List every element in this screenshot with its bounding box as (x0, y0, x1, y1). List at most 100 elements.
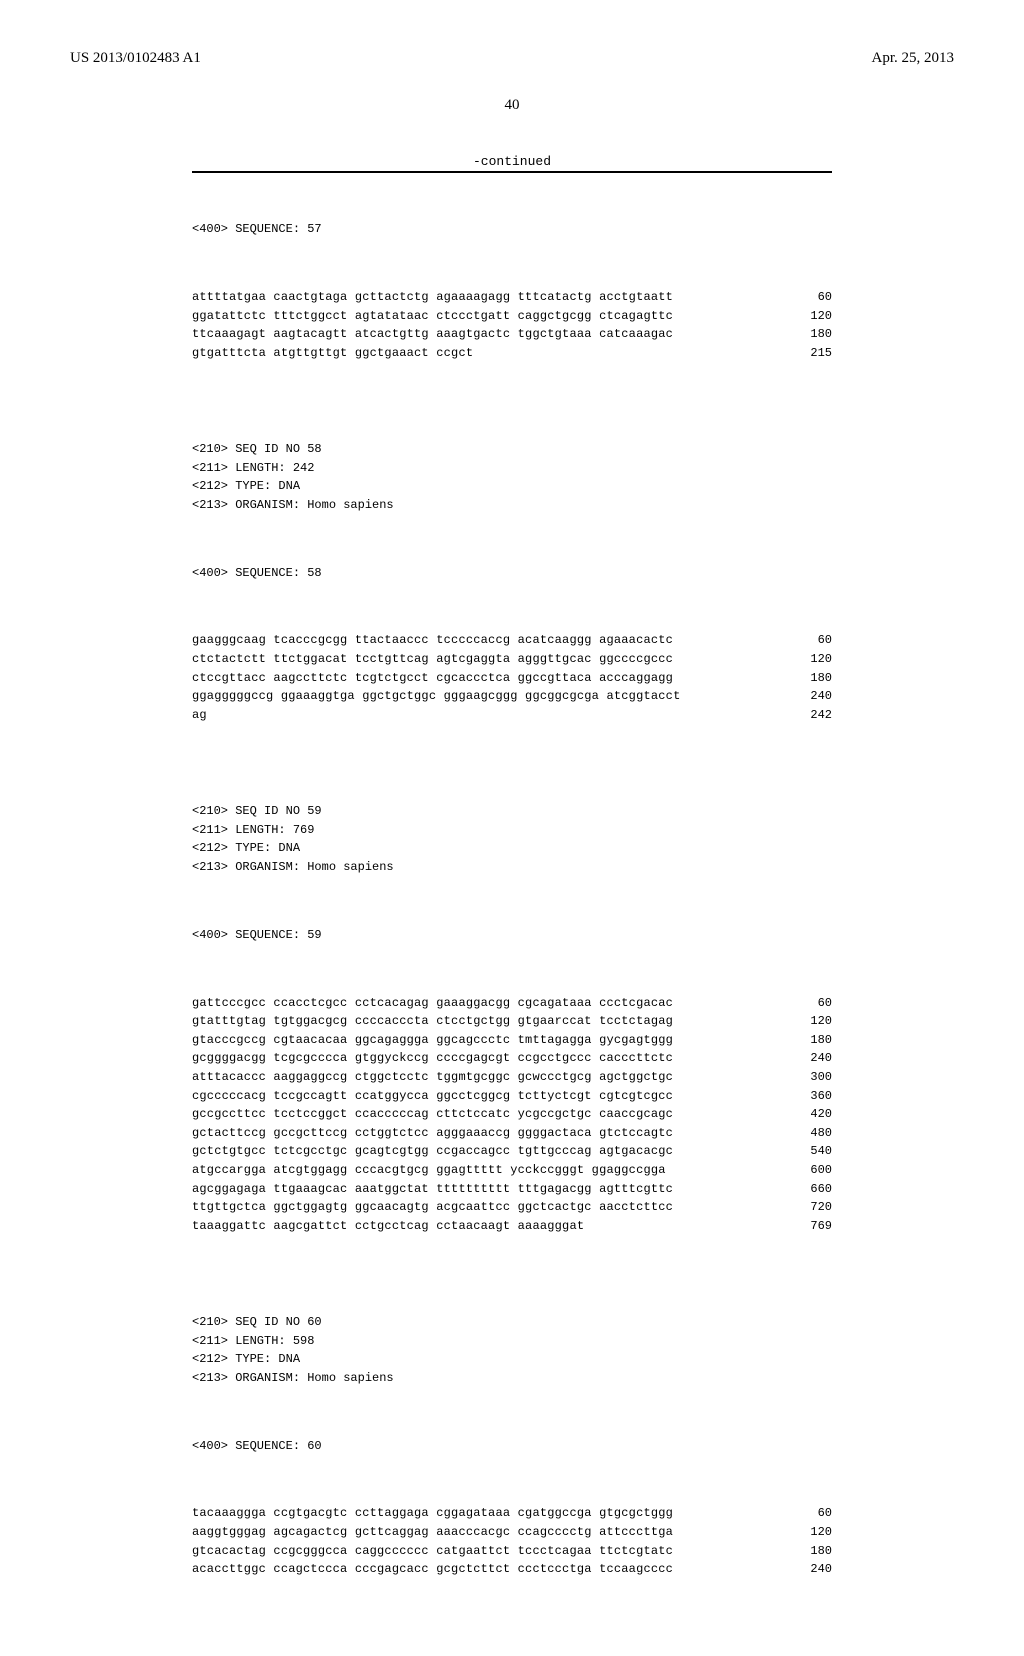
sequence-position: 60 (792, 631, 832, 650)
sequence-line: tacaaaggga ccgtgacgtc ccttaggaga cggagat… (192, 1504, 832, 1523)
sequence-meta: <210> SEQ ID NO 58<211> LENGTH: 242<212>… (192, 440, 832, 514)
sequence-line: aaggtgggag agcagactcg gcttcaggag aaaccca… (192, 1523, 832, 1542)
sequence-text: gaagggcaag tcacccgcgg ttactaaccc tccccca… (192, 631, 673, 650)
divider (192, 171, 832, 173)
sequence-line: ctctactctt ttctggacat tcctgttcag agtcgag… (192, 650, 832, 669)
sequence-position: 242 (792, 706, 832, 725)
publication-number: US 2013/0102483 A1 (70, 50, 201, 67)
patent-header: US 2013/0102483 A1 Apr. 25, 2013 (70, 50, 954, 67)
sequence-text: gccgccttcc tcctccggct ccacccccag cttctcc… (192, 1105, 673, 1124)
sequence-line: acaccttggc ccagctccca cccgagcacc gcgctct… (192, 1560, 832, 1579)
sequence-line: agcggagaga ttgaaagcac aaatggctat ttttttt… (192, 1180, 832, 1199)
sequence-text: attttatgaa caactgtaga gcttactctg agaaaag… (192, 288, 673, 307)
sequence-meta-line: <210> SEQ ID NO 59 (192, 802, 832, 821)
sequence-meta: <210> SEQ ID NO 60<211> LENGTH: 598<212>… (192, 1313, 832, 1387)
sequence-meta-line: <211> LENGTH: 598 (192, 1332, 832, 1351)
sequence-position: 60 (792, 994, 832, 1013)
sequence-text: gtacccgccg cgtaacacaa ggcagaggga ggcagcc… (192, 1031, 673, 1050)
sequence-line: gtatttgtag tgtggacgcg ccccacccta ctcctgc… (192, 1012, 832, 1031)
sequence-line: gattcccgcc ccacctcgcc cctcacagag gaaagga… (192, 994, 832, 1013)
sequence-line: gctctgtgcc tctcgcctgc gcagtcgtgg ccgacca… (192, 1142, 832, 1161)
sequence-position: 300 (792, 1068, 832, 1087)
sequence-line: ag 242 (192, 706, 832, 725)
sequence-line: gccgccttcc tcctccggct ccacccccag cttctcc… (192, 1105, 832, 1124)
sequence-line: gcggggacgg tcgcgcccca gtggyckccg ccccgag… (192, 1049, 832, 1068)
sequence-listing: <400> SEQUENCE: 57 attttatgaa caactgtaga… (192, 183, 832, 1616)
sequence-text: gtcacactag ccgcgggcca caggcccccc catgaat… (192, 1542, 673, 1561)
sequence-line: gaagggcaag tcacccgcgg ttactaaccc tccccca… (192, 631, 832, 650)
sequence-text: gattcccgcc ccacctcgcc cctcacagag gaaagga… (192, 994, 673, 1013)
sequence-position: 120 (792, 1012, 832, 1031)
sequence-line: attttatgaa caactgtaga gcttactctg agaaaag… (192, 288, 832, 307)
sequence-position: 240 (792, 1049, 832, 1068)
sequence-position: 120 (792, 307, 832, 326)
sequence-text: ctccgttacc aagccttctc tcgtctgcct cgcaccc… (192, 669, 673, 688)
sequence-position: 240 (792, 687, 832, 706)
sequence-text: ctctactctt ttctggacat tcctgttcag agtcgag… (192, 650, 673, 669)
sequence-text: atttacaccc aaggaggccg ctggctcctc tggmtgc… (192, 1068, 673, 1087)
sequence-line: atgccargga atcgtggagg cccacgtgcg ggagttt… (192, 1161, 832, 1180)
sequence-text: gctctgtgcc tctcgcctgc gcagtcgtgg ccgacca… (192, 1142, 673, 1161)
sequence-text: ttcaaagagt aagtacagtt atcactgttg aaagtga… (192, 325, 673, 344)
sequence-position: 720 (792, 1198, 832, 1217)
sequence-line: taaaggattc aagcgattct cctgcctcag cctaaca… (192, 1217, 832, 1236)
sequence-line: gctacttccg gccgcttccg cctggtctcc agggaaa… (192, 1124, 832, 1143)
sequence-position: 480 (792, 1124, 832, 1143)
sequence-position: 769 (792, 1217, 832, 1236)
sequence-position: 420 (792, 1105, 832, 1124)
sequence-meta-line: <213> ORGANISM: Homo sapiens (192, 858, 832, 877)
sequence-position: 120 (792, 1523, 832, 1542)
sequence-meta-line: <211> LENGTH: 769 (192, 821, 832, 840)
sequence-meta-line: <212> TYPE: DNA (192, 1350, 832, 1369)
sequence-position: 240 (792, 1560, 832, 1579)
sequence-position: 540 (792, 1142, 832, 1161)
sequence-line: ctccgttacc aagccttctc tcgtctgcct cgcaccc… (192, 669, 832, 688)
sequence-position: 180 (792, 325, 832, 344)
sequence-line: gtgatttcta atgttgttgt ggctgaaact ccgct 21… (192, 344, 832, 363)
sequence-text: acaccttggc ccagctccca cccgagcacc gcgctct… (192, 1560, 673, 1579)
sequence-text: ag (192, 706, 207, 725)
sequence-position: 600 (792, 1161, 832, 1180)
sequence-position: 120 (792, 650, 832, 669)
sequence-label: <400> SEQUENCE: 57 (192, 220, 832, 239)
sequence-line: gtcacactag ccgcgggcca caggcccccc catgaat… (192, 1542, 832, 1561)
sequence-meta-line: <210> SEQ ID NO 60 (192, 1313, 832, 1332)
sequence-label: <400> SEQUENCE: 59 (192, 926, 832, 945)
sequence-text: gcggggacgg tcgcgcccca gtggyckccg ccccgag… (192, 1049, 673, 1068)
sequence-line: atttacaccc aaggaggccg ctggctcctc tggmtgc… (192, 1068, 832, 1087)
sequence-text: ggagggggccg ggaaaggtga ggctgctggc gggaag… (192, 687, 680, 706)
sequence-position: 215 (792, 344, 832, 363)
sequence-position: 60 (792, 288, 832, 307)
sequence-text: ttgttgctca ggctggagtg ggcaacagtg acgcaat… (192, 1198, 673, 1217)
publication-date: Apr. 25, 2013 (872, 50, 955, 67)
sequence-text: tacaaaggga ccgtgacgtc ccttaggaga cggagat… (192, 1504, 673, 1523)
sequence-meta-line: <213> ORGANISM: Homo sapiens (192, 496, 832, 515)
sequence-meta-line: <212> TYPE: DNA (192, 477, 832, 496)
sequence-text: ggatattctc tttctggcct agtatataac ctccctg… (192, 307, 673, 326)
sequence-text: atgccargga atcgtggagg cccacgtgcg ggagttt… (192, 1161, 666, 1180)
page-number: 40 (70, 97, 954, 114)
sequence-text: cgcccccacg tccgccagtt ccatggycca ggcctcg… (192, 1087, 673, 1106)
sequence-line: ttgttgctca ggctggagtg ggcaacagtg acgcaat… (192, 1198, 832, 1217)
sequence-meta-line: <211> LENGTH: 242 (192, 459, 832, 478)
sequence-meta-line: <210> SEQ ID NO 58 (192, 440, 832, 459)
sequence-label: <400> SEQUENCE: 58 (192, 564, 832, 583)
sequence-text: agcggagaga ttgaaagcac aaatggctat ttttttt… (192, 1180, 673, 1199)
sequence-position: 180 (792, 1031, 832, 1050)
continued-label: -continued (192, 154, 832, 169)
sequence-line: ggagggggccg ggaaaggtga ggctgctggc gggaag… (192, 687, 832, 706)
sequence-meta-line: <213> ORGANISM: Homo sapiens (192, 1369, 832, 1388)
sequence-line: ttcaaagagt aagtacagtt atcactgttg aaagtga… (192, 325, 832, 344)
sequence-text: gtgatttcta atgttgttgt ggctgaaact ccgct (192, 344, 473, 363)
sequence-line: ggatattctc tttctggcct agtatataac ctccctg… (192, 307, 832, 326)
sequence-text: gtatttgtag tgtggacgcg ccccacccta ctcctgc… (192, 1012, 673, 1031)
sequence-position: 180 (792, 1542, 832, 1561)
sequence-line: cgcccccacg tccgccagtt ccatggycca ggcctcg… (192, 1087, 832, 1106)
sequence-line: gtacccgccg cgtaacacaa ggcagaggga ggcagcc… (192, 1031, 832, 1050)
sequence-position: 60 (792, 1504, 832, 1523)
sequence-position: 660 (792, 1180, 832, 1199)
sequence-position: 360 (792, 1087, 832, 1106)
sequence-text: taaaggattc aagcgattct cctgcctcag cctaaca… (192, 1217, 584, 1236)
sequence-text: gctacttccg gccgcttccg cctggtctcc agggaaa… (192, 1124, 673, 1143)
sequence-meta: <210> SEQ ID NO 59<211> LENGTH: 769<212>… (192, 802, 832, 876)
